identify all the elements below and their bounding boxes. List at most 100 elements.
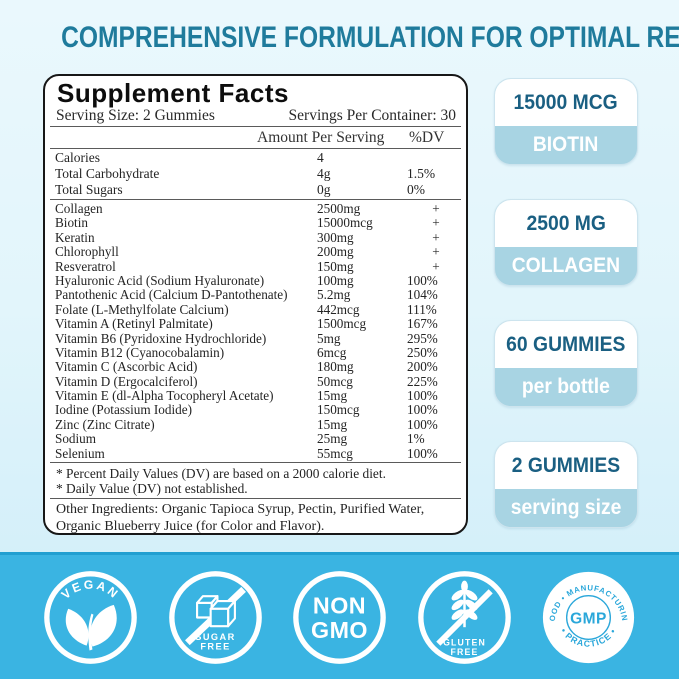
badge-value: 2 GUMMIES xyxy=(495,442,637,489)
row-name: Keratin xyxy=(55,229,95,245)
row-name: Vitamin C (Ascorbic Acid) xyxy=(55,359,198,375)
seal-ring xyxy=(44,570,137,664)
row-amount: 0g xyxy=(317,182,331,197)
row-name: Vitamin D (Ergocalciferol) xyxy=(55,373,198,389)
non-gmo-text-line2: GMO xyxy=(311,616,368,642)
row-amount: 4g xyxy=(317,166,331,181)
row-amount: 1500mcg xyxy=(317,316,367,332)
badge-label: serving size xyxy=(495,489,637,527)
footnote-dv-not-established: * Daily Value (DV) not established. xyxy=(56,481,248,497)
other-ingredients: Other Ingredients: Organic Tapioca Syrup… xyxy=(56,502,425,534)
panel-heading: Supplement Facts xyxy=(57,78,289,108)
table-row: Resveratrol 150mg + xyxy=(45,259,466,274)
row-dv: + xyxy=(432,215,440,231)
row-name: Vitamin B6 (Pyridoxine Hydrochloride) xyxy=(55,330,267,346)
sugar-free-text-line1: SUGAR xyxy=(195,631,236,641)
leaf-icon xyxy=(65,604,117,650)
row-name: Collagen xyxy=(55,201,103,216)
row-name: Vitamin E (dl-Alpha Tocopheryl Acetate) xyxy=(55,388,274,404)
row-dv: 1% xyxy=(407,431,425,447)
ingredient-rows: Collagen 2500mg + Biotin 15000mcg + Kera… xyxy=(45,200,466,462)
table-row: Vitamin D (Ergocalciferol) 50mcg 225% xyxy=(45,373,466,389)
serving-row: Serving Size: 2 Gummies Servings Per Con… xyxy=(45,107,466,126)
row-dv: + xyxy=(432,229,440,245)
row-dv: 295% xyxy=(407,330,438,346)
table-row: Iodine (Potassium Iodide) 150mcg 100% xyxy=(45,402,466,418)
row-amount: 2500mg xyxy=(317,201,361,216)
seal-ring xyxy=(417,570,511,664)
row-dv: 100% xyxy=(407,272,438,288)
badge-value: 15000 MCG xyxy=(495,79,637,126)
table-row: Collagen 2500mg + xyxy=(45,201,466,216)
row-dv: 250% xyxy=(407,344,438,360)
vegan-seal: VEGAN xyxy=(44,570,137,664)
row-amount: 150mcg xyxy=(317,402,360,418)
row-dv: 200% xyxy=(407,359,438,375)
row-dv: 0% xyxy=(407,182,425,197)
row-dv: + xyxy=(432,244,440,260)
gluten-free-text-line1: GLUTEN xyxy=(443,637,486,647)
row-dv: 104% xyxy=(407,287,438,303)
row-name: Selenium xyxy=(55,445,105,461)
sugar-free-seal: SUGAR FREE xyxy=(168,570,262,664)
badge-label: per bottle xyxy=(495,368,637,406)
table-row: Vitamin E (dl-Alpha Tocopheryl Acetate) … xyxy=(45,388,466,404)
basic-rows: Calories 4 Total Carbohydrate 4g 1.5% To… xyxy=(45,149,466,199)
gmp-center-text: GMP xyxy=(570,610,607,627)
seal-ring xyxy=(168,570,262,664)
row-name: Iodine (Potassium Iodide) xyxy=(55,402,192,418)
badge-label-text: per bottle xyxy=(521,375,611,398)
row-amount: 15mg xyxy=(317,388,348,404)
badge-label: COLLAGEN xyxy=(495,247,637,285)
row-amount: 4 xyxy=(317,150,324,165)
badge-label: BIOTIN xyxy=(495,126,637,164)
page-title: COMPREHENSIVE FORMULATION FOR OPTIMAL RE… xyxy=(61,21,679,54)
row-name: Hyaluronic Acid (Sodium Hyaluronate) xyxy=(55,272,265,288)
badge-label-text: BIOTIN xyxy=(533,133,599,156)
slash-icon xyxy=(435,588,493,646)
badge-value-text: 15000 MCG xyxy=(513,90,619,114)
table-row: Vitamin A (Retinyl Palmitate) 1500mcg 16… xyxy=(45,316,466,332)
highlight-badge: 15000 MCG BIOTIN xyxy=(494,78,638,165)
gmp-seal: GOOD • MANUFACTURING • PRACTICE • GMP xyxy=(540,569,635,663)
badge-value-text: 2 GUMMIES xyxy=(511,453,621,477)
badge-value-text: 2500 MG xyxy=(526,211,606,235)
table-row: Folate (L-Methylfolate Calcium) 442mcg 1… xyxy=(45,301,466,317)
row-name: Vitamin A (Retinyl Palmitate) xyxy=(55,316,213,332)
row-name: Total Carbohydrate xyxy=(55,166,160,181)
row-amount: 5.2mg xyxy=(317,287,351,303)
divider xyxy=(50,148,461,149)
table-row: Total Sugars 0g 0% xyxy=(45,182,466,198)
table-row: Biotin 15000mcg + xyxy=(45,215,466,231)
table-row: Keratin 300mg + xyxy=(45,229,466,245)
row-amount: 442mcg xyxy=(317,301,360,317)
gluten-free-seal: GLUTEN FREE xyxy=(417,570,511,664)
row-dv: 167% xyxy=(407,316,438,332)
divider xyxy=(50,199,461,200)
badge-label-text: serving size xyxy=(510,496,622,519)
highlight-badge: 60 GUMMIES per bottle xyxy=(494,320,638,407)
row-dv: 225% xyxy=(407,373,438,389)
row-amount: 200mg xyxy=(317,244,354,260)
highlight-badges: 15000 MCG BIOTIN 2500 MG COLLAGEN 60 GUM… xyxy=(494,78,638,528)
row-name: Calories xyxy=(55,150,100,165)
badge-value: 2500 MG xyxy=(495,200,637,247)
sugar-free-text-line2: FREE xyxy=(200,641,230,651)
table-row: Zinc (Zinc Citrate) 15mg 100% xyxy=(45,416,466,432)
gmp-inner-circle xyxy=(565,594,612,640)
table-row: Vitamin B6 (Pyridoxine Hydrochloride) 5m… xyxy=(45,330,466,346)
row-dv: + xyxy=(432,201,440,216)
row-name: Chlorophyll xyxy=(55,244,119,260)
row-dv: 1.5% xyxy=(407,166,436,181)
row-amount: 55mcg xyxy=(317,445,353,461)
table-row: Vitamin C (Ascorbic Acid) 180mg 200% xyxy=(45,359,466,375)
table-row: Selenium 55mcg 100% xyxy=(45,445,466,461)
supplement-facts-panel: Supplement Facts Serving Size: 2 Gummies… xyxy=(43,74,468,535)
highlight-badge: 2 GUMMIES serving size xyxy=(494,441,638,528)
seal-ring xyxy=(293,570,386,664)
highlight-badge: 2500 MG COLLAGEN xyxy=(494,199,638,286)
row-dv: 111% xyxy=(407,301,437,317)
row-name: Zinc (Zinc Citrate) xyxy=(55,416,155,432)
footnotes: * Percent Daily Values (DV) are based on… xyxy=(45,463,466,498)
badge-label-text: COLLAGEN xyxy=(511,254,621,277)
